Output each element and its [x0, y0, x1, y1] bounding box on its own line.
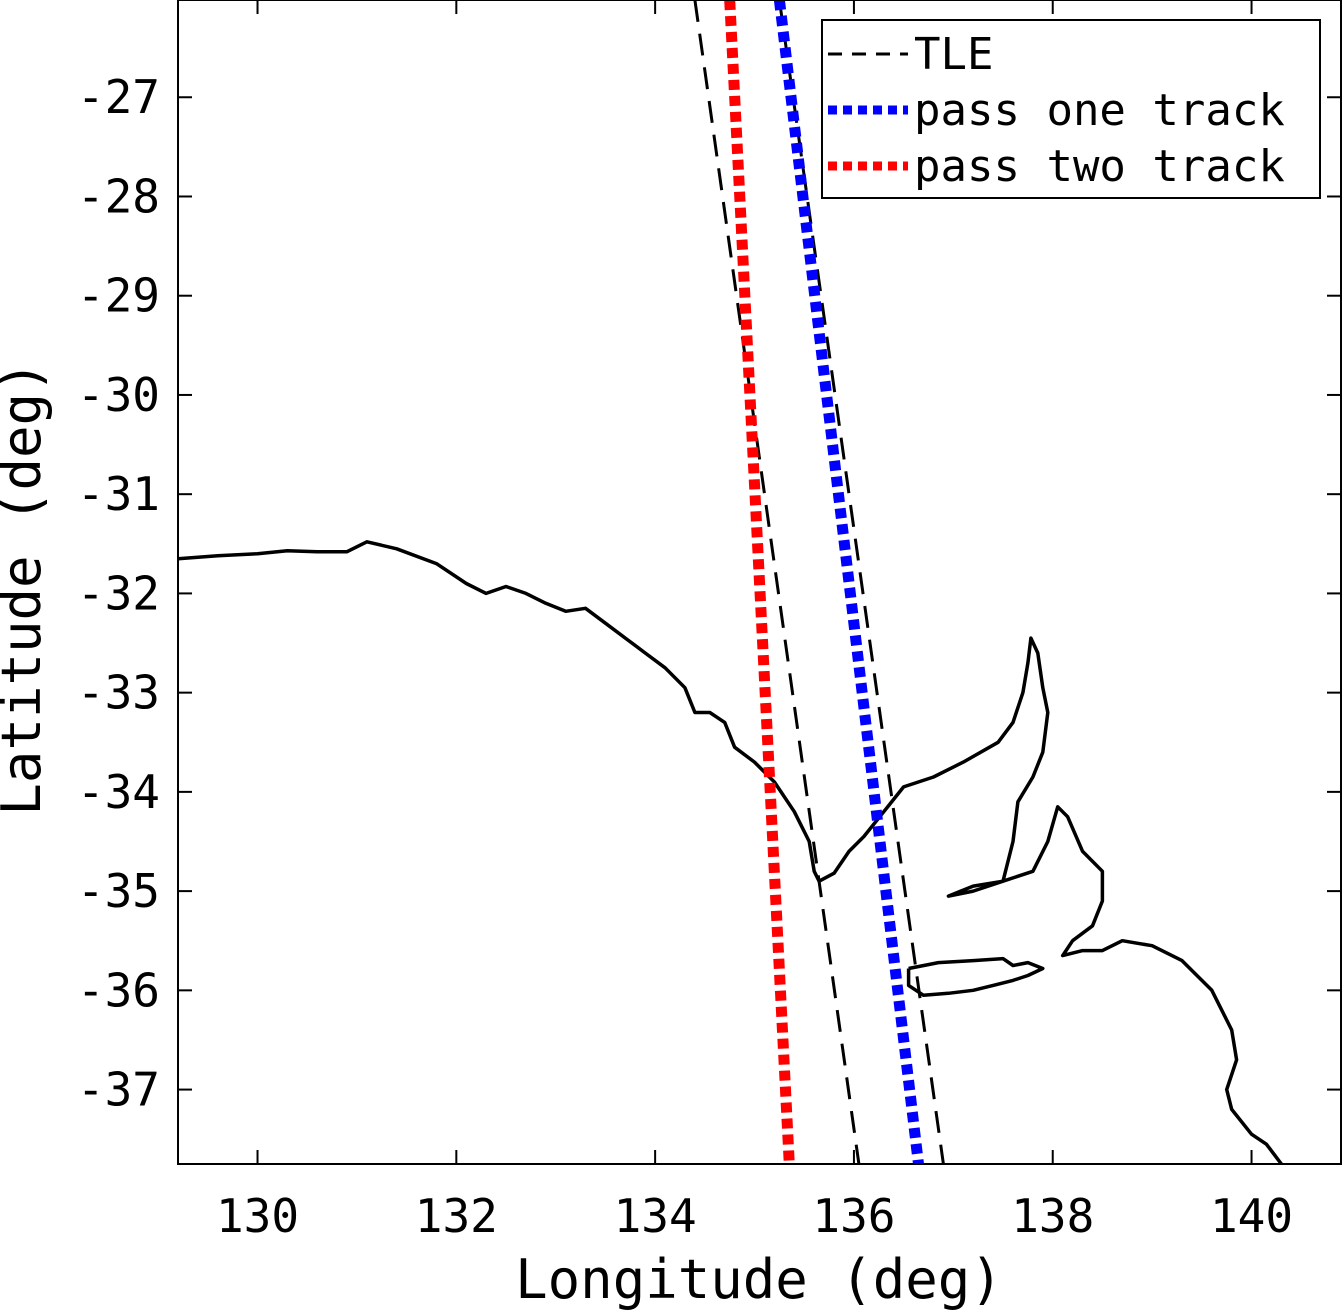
y-tick-label: -32 [77, 566, 160, 620]
coastline-mainland [178, 540, 1283, 1164]
y-axis-label: Latitude (deg) [0, 360, 53, 815]
y-tick-label: -34 [77, 765, 160, 819]
legend-label-tle: TLE [914, 29, 993, 80]
legend-label-pass-one: pass one track [914, 85, 1285, 136]
series-line-3 [724, 0, 795, 1164]
legend-label-pass-two: pass two track [914, 141, 1285, 192]
x-tick-label: 134 [614, 1189, 697, 1243]
y-tick-label: -30 [77, 368, 160, 422]
x-axis-label: Longitude (deg) [515, 1248, 1003, 1311]
legend: TLE pass one track pass two track [821, 19, 1321, 199]
x-tick-label: 138 [1011, 1189, 1094, 1243]
y-tick-label: -36 [77, 963, 160, 1017]
x-tick-label: 140 [1210, 1189, 1293, 1243]
y-tick-label: -28 [77, 169, 160, 223]
series-layer [693, 0, 945, 1164]
coastline-layer [178, 540, 1283, 1164]
x-tick-label: 132 [415, 1189, 498, 1243]
series-line-2 [773, 0, 924, 1164]
ticks-layer: 130 132 134 136 138 140 -27 -28 -29 -30 -31 -32 -33 -… [77, 0, 1341, 1243]
coastline-kangaroo-island [906, 956, 1045, 998]
y-tick-label: -35 [77, 864, 160, 918]
x-tick-label: 130 [216, 1189, 299, 1243]
y-tick-label: -31 [77, 467, 160, 521]
plot-frame [177, 0, 1342, 1165]
y-tick-label: -27 [77, 70, 160, 124]
y-tick-label: -37 [77, 1063, 160, 1117]
series-line-0 [693, 0, 861, 1164]
y-tick-label: -29 [77, 269, 160, 323]
x-tick-label: 136 [812, 1189, 895, 1243]
y-tick-label: -33 [77, 666, 160, 720]
series-line-1 [777, 0, 945, 1164]
